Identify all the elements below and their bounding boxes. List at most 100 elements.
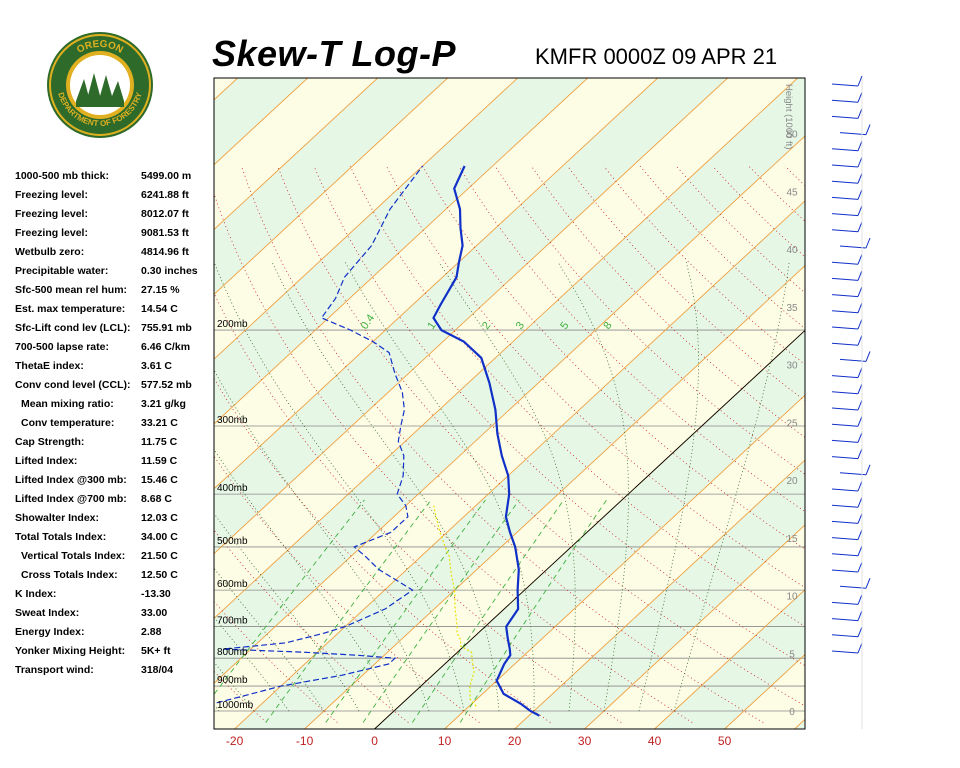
wind-barb-flag: [857, 497, 863, 508]
index-value: 3.21 g/kg: [141, 398, 186, 410]
x-tick-label: 10: [438, 734, 452, 748]
mixing-ratio-line: [459, 499, 607, 723]
wind-barb-flag: [857, 92, 863, 103]
isotherm: [584, 524, 805, 729]
wind-barb-flag: [857, 383, 863, 394]
index-row: Showalter Index: 12.03 C: [15, 510, 215, 529]
index-row: Precipitable water: 0.30 inches: [15, 263, 215, 282]
wind-barb-staff: [831, 569, 859, 573]
pressure-label: 400mb: [217, 483, 248, 494]
mixing-ratio-line: [265, 499, 432, 723]
index-row: Lifted Index @300 mb: 15.46 C: [15, 472, 215, 491]
wind-barb-flag: [857, 416, 863, 427]
x-tick-label: -10: [296, 734, 314, 748]
isotherm: [214, 78, 588, 425]
wind-barb-staff: [831, 326, 859, 330]
index-label: Freezing level:: [15, 189, 88, 201]
mixing-ratio-label: 2: [480, 320, 493, 332]
wind-barb-flag: [857, 318, 863, 330]
index-row: Energy Index: 2.88: [15, 624, 215, 643]
wind-barb-staff: [831, 164, 859, 168]
wind-barb-staff: [831, 650, 859, 654]
wind-barb-staff: [831, 375, 859, 379]
wind-barb-flag: [857, 642, 863, 654]
wind-barb-flag: [857, 270, 863, 281]
isotherm: [0, 78, 28, 729]
index-value: 12.03 C: [141, 512, 178, 524]
dry-adiabat: [422, 165, 805, 550]
wind-barb-flag: [857, 221, 863, 232]
isotherm: [214, 78, 518, 360]
moist-adiabat: [214, 369, 430, 712]
wind-barb-flag: [857, 254, 863, 265]
index-value: 9081.53 ft: [141, 227, 189, 239]
wind-barb-staff: [831, 180, 859, 184]
index-row: Lifted Index @700 mb: 8.68 C: [15, 491, 215, 510]
moist-adiabat: [214, 567, 325, 712]
mixing-ratio-label: 5: [558, 320, 571, 332]
index-value: 8012.07 ft: [141, 208, 189, 220]
pressure-label: 300mb: [217, 415, 248, 426]
mixing-ratio-label: 3: [514, 320, 527, 332]
wind-barb-staff: [831, 488, 859, 492]
dry-adiabat: [277, 165, 805, 707]
index-label: Cross Totals Index:: [21, 569, 118, 581]
index-row: Cross Totals Index: 12.50 C: [15, 567, 215, 586]
wind-barb-staff: [831, 83, 859, 87]
wind-barb-staff: [831, 504, 859, 508]
index-row: Est. max temperature: 14.54 C: [15, 301, 215, 320]
moist-adiabat: [214, 261, 465, 712]
pressure-label: 1000mb: [217, 700, 254, 711]
index-label: Wetbulb zero:: [15, 246, 85, 258]
index-value: 33.00: [141, 607, 168, 619]
wind-barb-staff: [831, 213, 859, 217]
index-label: ThetaE index:: [15, 360, 84, 372]
index-row: Total Totals Index: 34.00 C: [15, 529, 215, 548]
index-label: Freezing level:: [15, 208, 88, 220]
index-row: Sfc-Lift cond lev (LCL): 755.91 mb: [15, 320, 215, 339]
wind-barb-flag: [857, 173, 863, 184]
mixing-ratio-line: [325, 499, 486, 723]
dry-adiabat: [784, 165, 805, 187]
wind-barb-flag: [857, 205, 863, 216]
index-label: Sweat Index:: [15, 607, 80, 619]
isotherm: [214, 78, 728, 555]
index-value: 11.59 C: [141, 455, 178, 467]
isotherm: [214, 78, 658, 490]
isotherm: [514, 459, 805, 729]
wind-barb-flag: [857, 75, 863, 87]
index-value: 8.68 C: [141, 493, 172, 505]
wind-barb-flag: [865, 351, 871, 362]
wind-barb-flag: [857, 189, 863, 200]
x-tick-label: 40: [648, 734, 662, 748]
dry-adiabat: [458, 165, 805, 512]
wind-barb-staff: [831, 407, 859, 411]
index-label: Total Totals Index:: [15, 531, 107, 543]
isotherm: [214, 78, 798, 620]
index-value: 12.50 C: [141, 569, 178, 581]
index-value: 33.21 C: [141, 417, 178, 429]
x-tick-label: 30: [578, 734, 592, 748]
pressure-label: 200mb: [217, 319, 248, 330]
wind-barb-flag: [857, 545, 863, 556]
isotherm: [0, 78, 168, 729]
isotherm: [214, 78, 238, 101]
wind-barb-staff: [831, 99, 859, 103]
index-label: Showalter Index:: [15, 512, 100, 524]
wind-barb-flag: [857, 448, 863, 459]
index-value: 34.00 C: [141, 531, 178, 543]
mixing-ratio-line: [362, 499, 520, 723]
wind-barb-staff: [831, 310, 859, 314]
svg-text:OREGON: OREGON: [75, 39, 125, 56]
wind-barb-staff: [831, 115, 859, 119]
wind-barb-flag: [857, 480, 863, 492]
wind-barbs: [831, 75, 871, 729]
wind-barb-staff: [831, 537, 859, 541]
index-row: ThetaE index: 3.61 C: [15, 358, 215, 377]
index-label: Freezing level:: [15, 227, 88, 239]
index-label: Yonker Mixing Height:: [15, 645, 126, 657]
index-value: 5K+ ft: [141, 645, 171, 657]
height-tick-label: 20: [786, 476, 798, 487]
height-tick-label: 50: [786, 130, 798, 141]
dry-adiabat: [214, 192, 693, 723]
